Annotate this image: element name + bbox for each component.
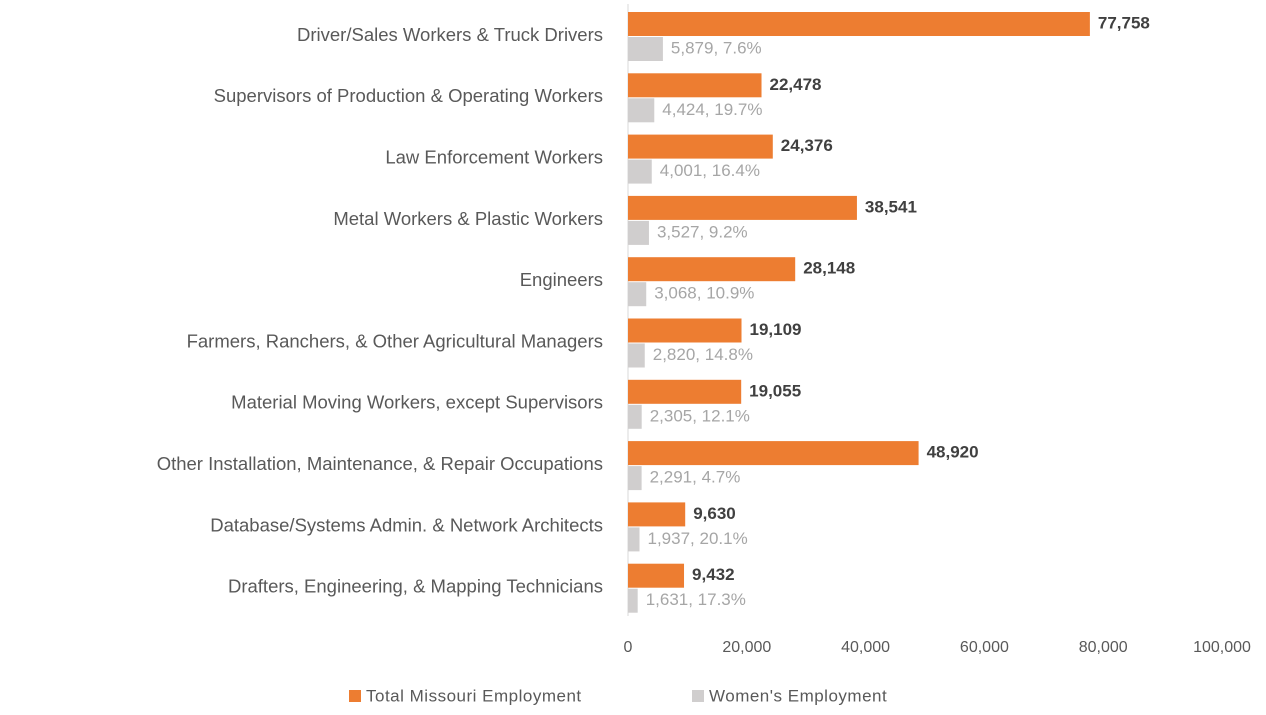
data-label: 3,068, 10.9% (654, 284, 754, 303)
legend-label: Total Missouri Employment (366, 686, 582, 705)
category-label: Supervisors of Production & Operating Wo… (214, 85, 603, 106)
data-label: 9,630 (693, 504, 736, 523)
category-label: Engineers (520, 269, 603, 290)
category-label: Drafters, Engineering, & Mapping Technic… (228, 576, 603, 597)
bar (628, 343, 645, 368)
bar (628, 98, 655, 123)
bar (628, 12, 1090, 36)
bar (628, 37, 663, 61)
data-label: 1,631, 17.3% (646, 590, 746, 609)
bar (628, 134, 773, 159)
data-label: 4,001, 16.4% (660, 161, 760, 180)
legend-swatch (349, 690, 361, 702)
bar (628, 441, 919, 466)
category-label: Other Installation, Maintenance, & Repai… (157, 453, 603, 474)
category-label: Database/Systems Admin. & Network Archit… (210, 514, 603, 535)
data-label: 2,305, 12.1% (650, 406, 750, 425)
data-label: 19,055 (749, 381, 801, 400)
bar (628, 220, 649, 245)
bar (628, 404, 642, 429)
data-label: 24,376 (781, 136, 833, 155)
category-label: Driver/Sales Workers & Truck Drivers (297, 24, 603, 45)
bar (628, 588, 638, 613)
data-label: 38,541 (865, 197, 917, 216)
bar (628, 282, 647, 307)
x-tick-label: 40,000 (841, 639, 890, 656)
x-tick-label: 60,000 (960, 639, 1009, 656)
data-label: 5,879, 7.6% (671, 38, 762, 57)
data-label: 1,937, 20.1% (648, 529, 748, 548)
data-label: 28,148 (803, 259, 855, 278)
bar (628, 502, 686, 527)
x-tick-label: 100,000 (1193, 639, 1251, 656)
bar (628, 466, 642, 491)
data-label: 48,920 (927, 443, 979, 462)
data-label: 77,758 (1098, 13, 1150, 32)
data-label: 4,424, 19.7% (662, 100, 762, 119)
bar (628, 73, 762, 98)
bar (628, 379, 742, 404)
data-label: 9,432 (692, 565, 735, 584)
data-label: 2,291, 4.7% (650, 468, 741, 487)
x-tick-label: 20,000 (722, 639, 771, 656)
bar (628, 527, 640, 552)
bar (628, 159, 652, 184)
category-label: Law Enforcement Workers (385, 146, 603, 167)
legend-swatch (692, 690, 704, 702)
data-label: 19,109 (750, 320, 802, 339)
category-label: Material Moving Workers, except Supervis… (231, 392, 603, 413)
bar (628, 318, 742, 343)
x-tick-label: 80,000 (1079, 639, 1128, 656)
data-label: 22,478 (770, 75, 822, 94)
bar (628, 195, 857, 220)
category-label: Metal Workers & Plastic Workers (333, 208, 603, 229)
bar (628, 563, 685, 588)
data-label: 3,527, 9.2% (657, 222, 748, 241)
data-label: 2,820, 14.8% (653, 345, 753, 364)
x-tick-label: 0 (624, 639, 633, 656)
category-label: Farmers, Ranchers, & Other Agricultural … (187, 330, 603, 351)
legend-label: Women's Employment (709, 686, 887, 705)
bar (628, 257, 796, 282)
